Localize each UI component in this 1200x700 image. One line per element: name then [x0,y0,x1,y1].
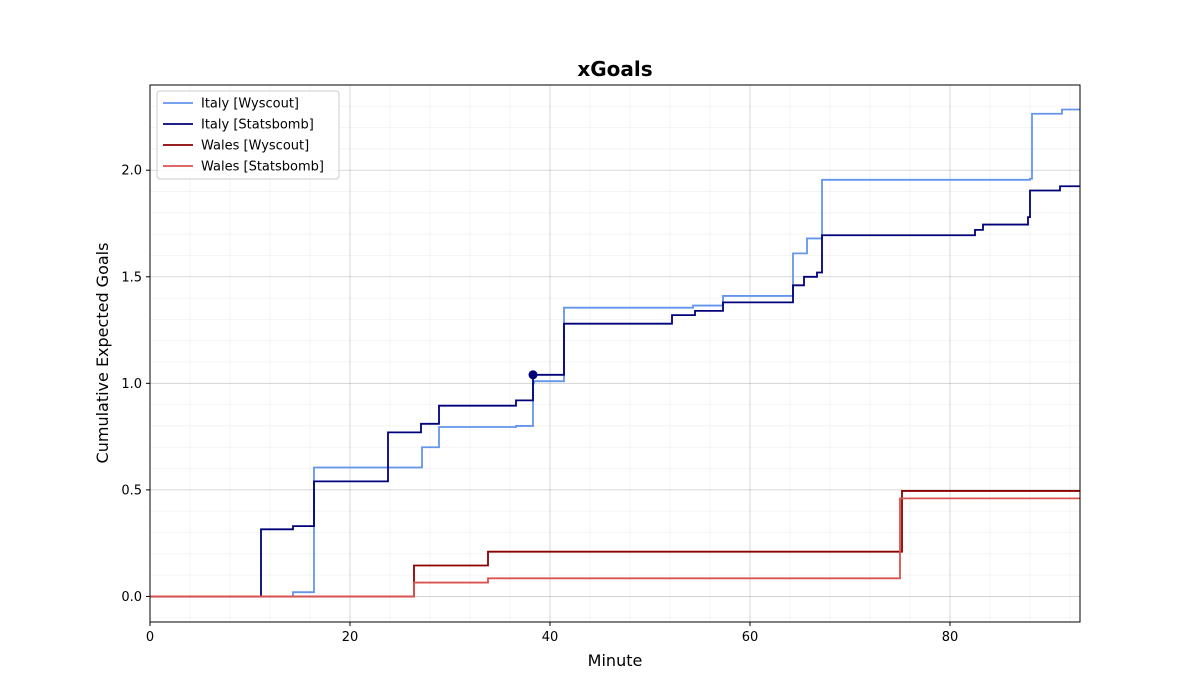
series-line-wales-statsbomb [150,497,1080,598]
series-layer [150,108,1080,598]
x-axis-ticks: 0 20 40 60 80 [146,622,958,645]
x-tick-label: 60 [742,630,759,645]
annotation-layer [528,370,538,380]
x-axis-label: Minute [588,651,643,670]
x-tick-label: 40 [542,630,559,645]
y-tick-label: 0.0 [121,590,142,605]
plot-frame [149,84,1081,623]
legend-label: Italy [Statsbomb] [201,118,314,133]
legend-label: Italy [Wyscout] [201,97,299,112]
y-tick-label: 0.5 [121,483,142,498]
x-tick-label: 0 [146,630,154,645]
x-tick-label: 20 [342,630,359,645]
goal-marker [528,370,538,380]
legend-label: Wales [Wyscout] [201,139,309,154]
y-tick-label: 2.0 [121,164,142,179]
legend: Italy [Wyscout] Italy [Statsbomb] Wales [W… [156,90,340,180]
legend-box [156,90,340,180]
legend-label: Wales [Statsbomb] [201,160,324,175]
series-line-italy-statsbomb [150,185,1080,598]
series-line-italy-wyscout [150,108,1080,598]
chart-title: xGoals [577,57,652,81]
y-tick-label: 1.5 [121,270,142,285]
y-tick-label: 1.0 [121,377,142,392]
y-axis-label: Cumulative Expected Goals [93,243,112,464]
y-axis-ticks: 0.0 0.5 1.0 1.5 2.0 [121,164,150,605]
x-tick-label: 80 [942,630,959,645]
